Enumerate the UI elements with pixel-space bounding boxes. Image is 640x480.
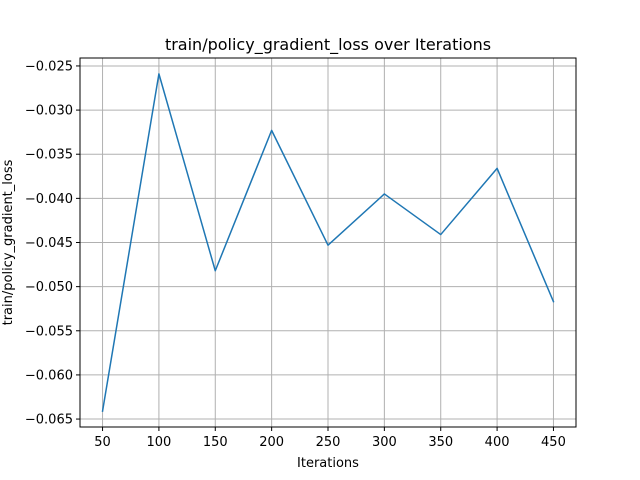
x-tick-label: 450 — [541, 435, 566, 450]
y-tick-label: −0.050 — [25, 280, 73, 295]
y-tick-label: −0.030 — [25, 104, 73, 119]
x-tick-label: 250 — [316, 435, 341, 450]
x-tick-label: 150 — [203, 435, 228, 450]
x-tick-label: 350 — [428, 435, 453, 450]
grid-layer — [80, 58, 576, 427]
x-tick-label: 100 — [146, 435, 171, 450]
x-tick-label: 300 — [372, 435, 397, 450]
series-line — [101, 73, 555, 412]
x-tick-label: 50 — [94, 435, 111, 450]
y-tick-label: −0.035 — [25, 148, 73, 163]
x-axis-title: Iterations — [297, 456, 359, 471]
y-tick-label: −0.045 — [25, 236, 73, 251]
y-tick-label: −0.065 — [25, 413, 73, 428]
x-tick-label: 400 — [485, 435, 510, 450]
y-tick-label: −0.060 — [25, 368, 73, 383]
y-tick-label: −0.025 — [25, 59, 73, 74]
y-tick-label: −0.055 — [25, 324, 73, 339]
x-tick-label: 200 — [259, 435, 284, 450]
ticks-layer: 50 100 150 200 250 300 350 400 450 −0.065 −0.060 −0… — [25, 59, 566, 450]
y-axis-title: train/policy_gradient_loss — [1, 159, 16, 325]
y-tick-label: −0.040 — [25, 192, 73, 207]
series-layer — [101, 73, 555, 412]
chart-title: train/policy_gradient_loss over Iteratio… — [165, 35, 491, 55]
